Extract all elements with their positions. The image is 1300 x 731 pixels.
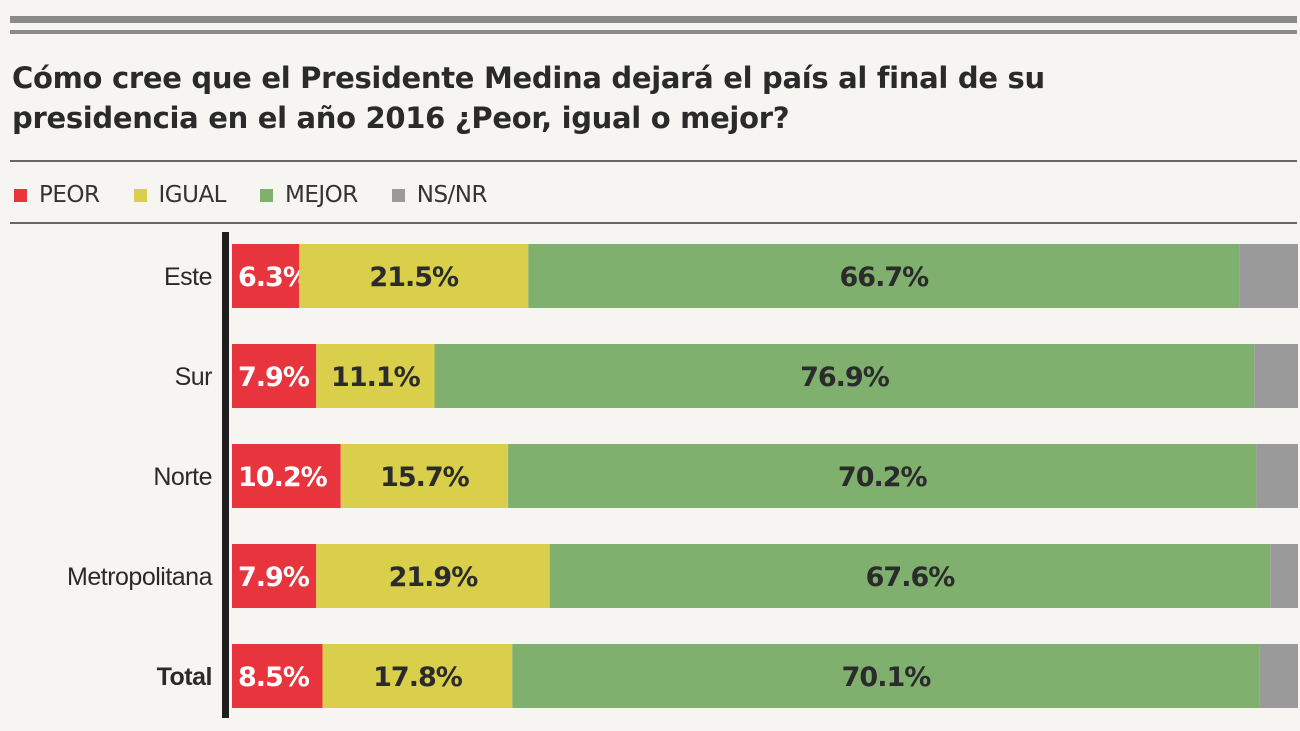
data-label-norte-peor: 10.2%	[238, 462, 328, 493]
bar-metropolitana-nsnr	[1270, 544, 1298, 608]
data-label-este-mejor: 66.7%	[840, 262, 930, 293]
data-label-metropolitana-mejor: 67.6%	[866, 562, 956, 593]
legend-swatch-nsnr	[391, 188, 405, 202]
title-divider	[10, 160, 1297, 162]
bar-sur-peor	[232, 344, 317, 408]
category-label-metropolitana: Metropolitana	[67, 563, 213, 591]
bar-este-igual	[299, 244, 529, 308]
data-label-metropolitana-igual: 21.9%	[389, 562, 479, 593]
legend: PEOR IGUAL MEJOR NS/NR	[14, 178, 521, 212]
legend-item-igual: IGUAL	[133, 182, 227, 208]
category-label-total: Total	[157, 663, 212, 691]
bar-total-igual	[322, 644, 513, 708]
data-label-este-igual: 21.5%	[369, 262, 459, 293]
legend-label-mejor: MEJOR	[285, 182, 358, 208]
data-label-total-igual: 17.8%	[373, 662, 463, 693]
data-label-este-peor: 6.3%	[238, 262, 310, 293]
data-label-sur-mejor: 76.9%	[800, 362, 890, 393]
legend-swatch-peor	[14, 188, 27, 202]
bar-total-mejor	[512, 644, 1260, 708]
bar-este-peor	[232, 244, 300, 308]
bar-total-nsnr	[1259, 644, 1298, 708]
legend-divider	[10, 222, 1297, 224]
data-label-norte-igual: 15.7%	[380, 462, 470, 493]
bar-este-mejor	[528, 244, 1240, 308]
legend-item-mejor: MEJOR	[260, 182, 358, 208]
legend-item-peor: PEOR	[14, 182, 100, 208]
legend-swatch-igual	[133, 188, 147, 202]
category-label-este: Este	[164, 263, 212, 291]
legend-label-peor: PEOR	[39, 182, 100, 208]
data-label-norte-mejor: 70.2%	[838, 462, 928, 493]
legend-label-igual: IGUAL	[158, 182, 227, 208]
data-label-sur-igual: 11.1%	[331, 362, 421, 393]
bar-norte-peor	[232, 444, 341, 508]
category-label-norte: Norte	[153, 463, 212, 491]
chart-title: Cómo cree que el Presidente Medina dejar…	[12, 61, 1045, 135]
bar-sur-nsnr	[1254, 344, 1298, 408]
top-rule-thick	[10, 16, 1297, 23]
data-label-total-peor: 8.5%	[238, 662, 310, 693]
legend-label-nsnr: NS/NR	[416, 182, 488, 208]
bar-norte-igual	[340, 444, 509, 508]
bar-sur-igual	[316, 344, 435, 408]
bar-norte-mejor	[508, 444, 1257, 508]
bar-total-peor	[232, 644, 323, 708]
bar-norte-nsnr	[1256, 444, 1298, 508]
top-rule-thin	[10, 30, 1297, 34]
bar-sur-mejor	[434, 344, 1255, 408]
data-label-sur-peor: 7.9%	[238, 362, 310, 393]
y-axis-line	[222, 232, 229, 718]
bar-metropolitana-mejor	[549, 544, 1271, 608]
bar-metropolitana-igual	[316, 544, 550, 608]
data-label-total-mejor: 70.1%	[842, 662, 932, 693]
category-label-sur: Sur	[175, 363, 213, 391]
bar-este-nsnr	[1239, 244, 1298, 308]
legend-swatch-mejor	[260, 188, 273, 202]
legend-item-nsnr: NS/NR	[391, 182, 488, 208]
data-label-metropolitana-peor: 7.9%	[238, 562, 310, 593]
bar-metropolitana-peor	[232, 544, 317, 608]
